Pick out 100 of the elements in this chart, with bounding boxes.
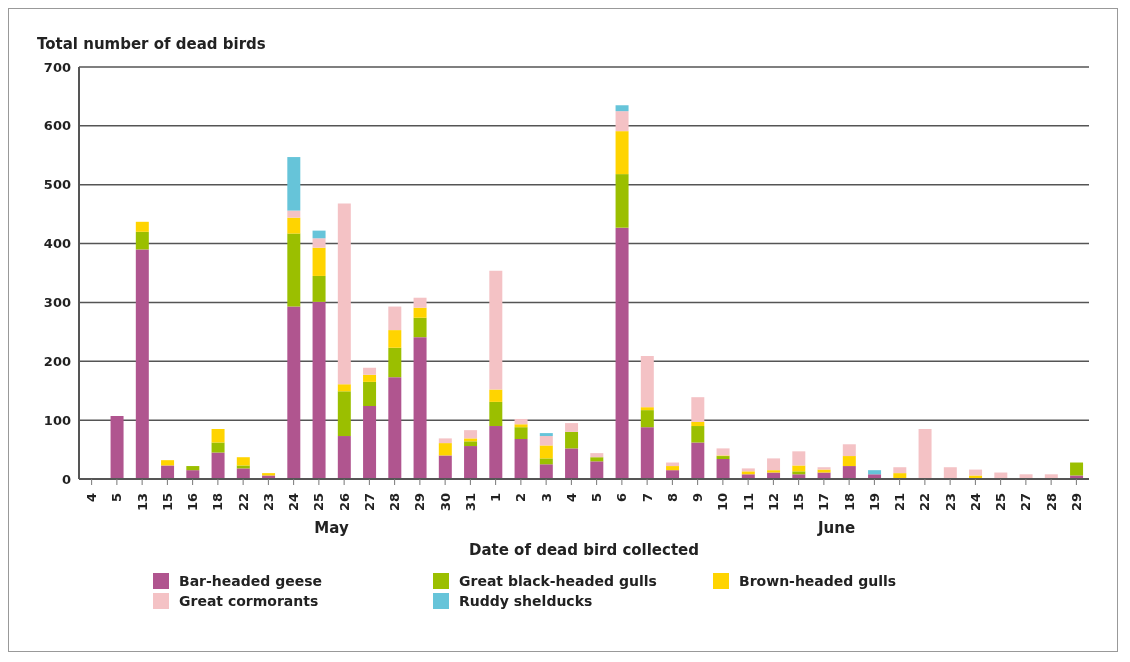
bar <box>943 467 957 479</box>
bar <box>211 452 225 479</box>
bar <box>388 347 402 378</box>
bar <box>388 377 402 479</box>
bar <box>514 418 528 425</box>
bar <box>615 131 629 175</box>
x-tick-label: 24 <box>286 493 302 512</box>
bar <box>312 301 326 479</box>
bar <box>539 464 553 479</box>
bar <box>539 458 553 465</box>
bar <box>767 470 781 473</box>
x-tick-label: 27 <box>1018 493 1034 512</box>
bar <box>666 466 680 471</box>
x-tick-label: 13 <box>134 493 150 512</box>
x-tick-label: 27 <box>361 493 377 512</box>
bar <box>211 442 225 453</box>
x-tick-label: 26 <box>336 493 352 512</box>
y-tick-label: 100 <box>43 412 71 428</box>
bar <box>363 367 377 375</box>
bar <box>565 431 579 449</box>
bar <box>716 458 730 479</box>
bar <box>666 470 680 479</box>
bar <box>161 460 175 466</box>
x-tick-label: 5 <box>109 493 125 503</box>
x-tick-label: 11 <box>740 493 756 512</box>
legend-label: Ruddy shelducks <box>459 593 593 609</box>
bar <box>464 446 478 479</box>
bar <box>842 466 856 479</box>
x-tick-label: 18 <box>841 493 857 512</box>
x-tick-label: 23 <box>942 493 958 512</box>
x-tick-label: 7 <box>639 493 655 503</box>
y-tick-label: 0 <box>61 471 71 487</box>
bar <box>438 455 452 479</box>
x-tick-label: 4 <box>563 493 579 503</box>
bar <box>312 275 326 302</box>
text: May <box>314 519 349 537</box>
x-tick-label: 23 <box>260 493 276 512</box>
bar <box>287 306 301 479</box>
legend-label: Great cormorants <box>179 593 319 609</box>
bar <box>135 231 149 250</box>
x-tick-label: 21 <box>892 493 908 512</box>
y-tick-label: 500 <box>43 177 71 193</box>
bar <box>135 221 149 232</box>
bar <box>413 337 427 479</box>
bar <box>337 203 351 385</box>
legend-label: Bar-headed geese <box>179 573 322 589</box>
x-tick-label: 29 <box>1068 493 1084 512</box>
bar <box>691 397 705 422</box>
x-tick-label: 3 <box>538 493 554 503</box>
bar <box>640 407 654 411</box>
bar <box>388 306 402 331</box>
x-tick-label: 10 <box>715 493 731 512</box>
x-tick-label: 12 <box>765 493 781 512</box>
y-tick-label: 400 <box>43 236 71 252</box>
bar <box>514 438 528 479</box>
x-tick-label: 15 <box>159 493 175 512</box>
x-axis-title: Date of dead bird collected <box>467 541 700 559</box>
bar <box>918 428 932 479</box>
bar <box>186 470 200 479</box>
x-tick-label: 25 <box>311 493 327 512</box>
bar <box>590 461 604 479</box>
bar <box>337 391 351 437</box>
bar <box>640 427 654 479</box>
bar <box>489 270 503 390</box>
bar <box>1070 462 1084 476</box>
x-tick-label: 28 <box>1043 493 1059 512</box>
x-tick-label: 9 <box>690 493 706 503</box>
x-tick-label: 4 <box>84 493 100 503</box>
bar <box>590 453 604 458</box>
bar <box>363 374 377 382</box>
bar <box>337 436 351 479</box>
bar <box>236 465 250 469</box>
bar <box>287 210 301 218</box>
bar <box>691 442 705 479</box>
bar <box>211 428 225 443</box>
y-tick-label: 200 <box>43 353 71 369</box>
x-tick-label: 15 <box>791 493 807 512</box>
bar <box>615 227 629 479</box>
x-tick-label: 19 <box>866 493 882 512</box>
bar <box>413 317 427 338</box>
x-tick-label: 8 <box>664 493 680 503</box>
bar <box>590 457 604 462</box>
bar <box>161 465 175 479</box>
bar <box>363 406 377 479</box>
x-tick-label: 22 <box>917 493 933 512</box>
bar <box>337 384 351 392</box>
bar <box>842 456 856 467</box>
bar <box>539 445 553 459</box>
bar <box>388 330 402 348</box>
bar <box>792 451 806 466</box>
x-tick-label: 6 <box>614 493 630 503</box>
bar <box>792 465 806 472</box>
bar <box>893 467 907 474</box>
bar <box>539 433 553 437</box>
bar <box>489 401 503 427</box>
x-tick-label: 22 <box>235 493 251 512</box>
bar <box>110 416 124 479</box>
bar <box>868 470 882 475</box>
bar <box>539 436 553 446</box>
bar <box>186 466 200 471</box>
